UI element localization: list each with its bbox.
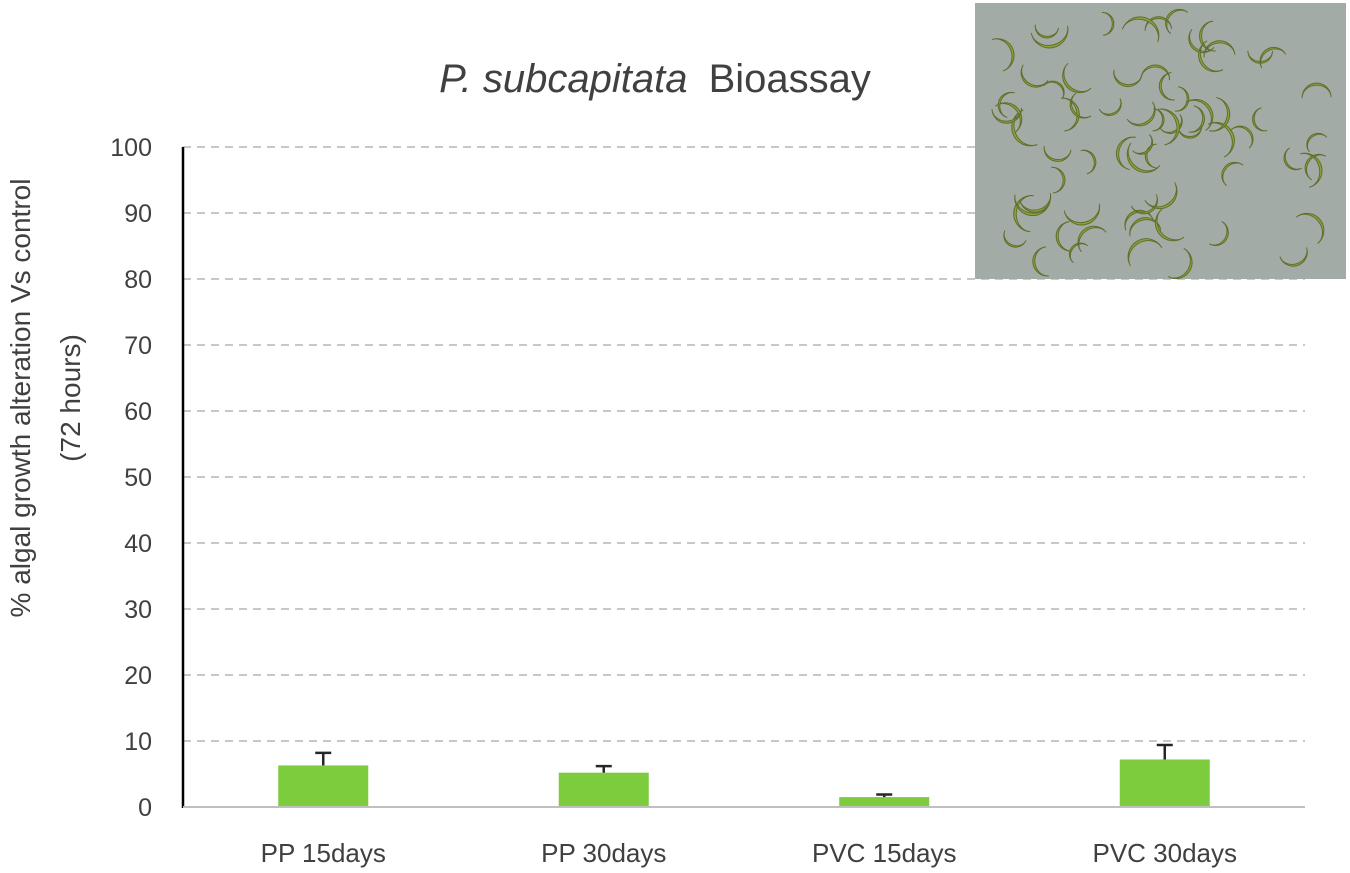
- x-tick-labels: PP 15days PP 30days PVC 15days PVC 30days: [261, 838, 1237, 868]
- y-tick-label: 40: [124, 530, 152, 558]
- algae-cell: [1199, 20, 1216, 52]
- algae-cell: [1043, 80, 1065, 100]
- y-tick-label: 100: [110, 134, 152, 162]
- algae-cell: [1304, 153, 1327, 181]
- y-tick-label: 70: [124, 332, 152, 360]
- algae-cell: [1144, 182, 1178, 210]
- algae-inset-image: [975, 3, 1346, 280]
- error-bars: [315, 743, 1173, 798]
- algae-cell: [1188, 105, 1205, 133]
- algae-cell: [1198, 40, 1224, 73]
- x-tick-label: PP 30days: [541, 838, 666, 868]
- bar: [278, 765, 369, 807]
- chart-title-italic: P. subcapitata: [439, 57, 687, 101]
- algae-cell: [1306, 132, 1328, 153]
- algae-cell: [1247, 50, 1274, 64]
- algae-cell: [1177, 125, 1203, 139]
- algae-cell: [1174, 86, 1190, 112]
- algae-cell: [1158, 108, 1180, 146]
- algae-cell: [1132, 134, 1154, 155]
- chart-title-rest: Bioassay: [709, 57, 871, 101]
- algae-cell: [1055, 221, 1073, 252]
- algae-cell: [1144, 16, 1173, 31]
- bar: [1119, 759, 1210, 807]
- algae-cell: [1051, 166, 1066, 194]
- y-tick-label: 20: [124, 662, 152, 690]
- algae-cell: [1098, 98, 1122, 116]
- bars: [278, 759, 1210, 807]
- algae-cell: [1115, 136, 1137, 171]
- algae-cell: [1126, 142, 1161, 173]
- x-tick-label: PP 15days: [261, 838, 386, 868]
- y-tick-label: 90: [124, 200, 152, 228]
- y-axis-title-line1: % algal growth alteration Vs control: [5, 179, 36, 618]
- x-tick-label: PVC 30days: [1092, 838, 1237, 868]
- gridlines: [183, 146, 1305, 742]
- algae-cell: [1069, 92, 1092, 119]
- algae-cell: [1283, 147, 1302, 171]
- algae-cell: [1188, 29, 1215, 54]
- algae-cell: [1020, 64, 1049, 88]
- y-tick-label: 80: [124, 266, 152, 294]
- y-tick-label: 30: [124, 596, 152, 624]
- bar: [839, 797, 930, 807]
- algae-cell: [1011, 109, 1038, 147]
- y-axis-title: % algal growth alteration Vs control (72…: [5, 179, 86, 618]
- y-axis-title-line2: (72 hours): [55, 334, 86, 462]
- algae-cell: [1279, 247, 1308, 267]
- algae-cell: [1259, 46, 1287, 69]
- algae-cell: [1129, 217, 1162, 237]
- algae-cell: [991, 38, 1015, 72]
- algae-cell: [1155, 208, 1185, 242]
- algae-cell: [1126, 101, 1156, 127]
- chart-title: P. subcapitata Bioassay: [439, 57, 871, 101]
- algae-cell: [1203, 40, 1236, 58]
- algae-cell: [1062, 62, 1092, 94]
- y-tick-label: 50: [124, 464, 152, 492]
- algae-cell: [1019, 192, 1052, 213]
- y-tick-label: 10: [124, 728, 152, 756]
- bar: [558, 772, 649, 807]
- algae-cell: [1130, 194, 1158, 215]
- y-tick-label: 60: [124, 398, 152, 426]
- y-tick-label: 0: [138, 794, 152, 822]
- algae-cell: [1032, 246, 1049, 277]
- algae-cell: [1230, 125, 1254, 149]
- algae-cell: [1167, 247, 1193, 280]
- algae-cell: [1301, 82, 1332, 99]
- x-tick-label: PVC 15days: [812, 838, 957, 868]
- algae-cell: [1080, 149, 1097, 175]
- y-tick-labels: 0 10 20 30 40 50 60 70 80 90 100: [110, 134, 152, 822]
- algae-cell: [1077, 225, 1107, 253]
